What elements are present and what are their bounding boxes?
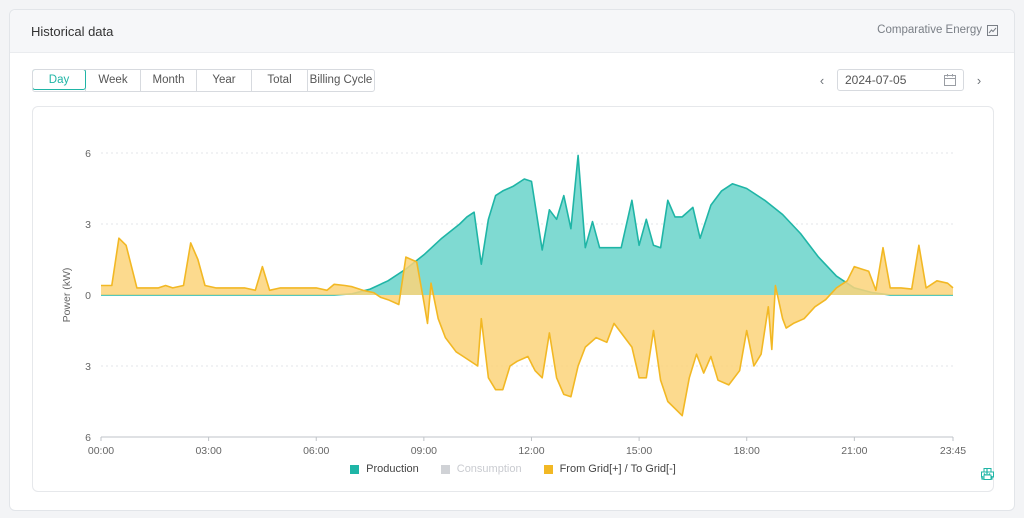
series-area-grid — [101, 238, 953, 416]
panel-title: Historical data — [31, 24, 114, 39]
historical-data-panel: Historical data Comparative Energy Day W… — [9, 9, 1015, 511]
comparative-energy-label: Comparative Energy — [877, 24, 982, 36]
series-line-grid — [101, 237, 954, 417]
period-tabs: Day Week Month Year Total Billing Cycle — [32, 69, 375, 92]
chart-legend: Production Consumption From Grid[+] / To… — [33, 463, 993, 475]
y-tick-label: 3 — [85, 361, 91, 373]
x-tick-label: 06:00 — [303, 445, 329, 457]
tab-total[interactable]: Total — [251, 70, 307, 91]
legend-grid-swatch — [543, 464, 553, 474]
y-axis-label: Power (kW) — [61, 268, 73, 323]
tab-year[interactable]: Year — [196, 70, 251, 91]
power-chart[interactable]: 6 3 0 3 6 Power (kW) 00:00 03:00 06:00 09:00 12:00… — [33, 107, 993, 491]
panel-header: Historical data Comparative Energy — [10, 10, 1014, 53]
x-tick-label: 18:00 — [734, 445, 760, 457]
legend-production[interactable]: Production — [350, 463, 419, 475]
legend-consumption[interactable]: Consumption — [440, 463, 522, 475]
x-tick-label: 03:00 — [195, 445, 221, 457]
series-line-production — [101, 154, 953, 296]
chevron-right-icon[interactable]: › — [976, 72, 982, 88]
date-value: 2024-07-05 — [845, 73, 907, 87]
tab-billing-cycle[interactable]: Billing Cycle — [307, 70, 374, 91]
y-tick-label: 0 — [85, 290, 91, 302]
legend-grid[interactable]: From Grid[+] / To Grid[-] — [543, 463, 676, 475]
chevron-left-icon[interactable]: ‹ — [819, 72, 825, 88]
tab-week[interactable]: Week — [85, 70, 140, 91]
y-tick-label: 6 — [85, 148, 91, 160]
legend-consumption-label: Consumption — [456, 463, 522, 475]
calendar-icon — [944, 74, 956, 86]
x-tick-label: 21:00 — [841, 445, 867, 457]
x-tick-label: 12:00 — [518, 445, 544, 457]
date-picker-input[interactable]: 2024-07-05 — [837, 69, 964, 91]
chart-card: 6 3 0 3 6 Power (kW) 00:00 03:00 06:00 09:00 12:00… — [32, 106, 994, 492]
date-navigator: ‹ 2024-07-05 › — [817, 69, 984, 91]
tab-month[interactable]: Month — [140, 70, 196, 91]
series-area-production — [101, 155, 953, 295]
legend-grid-label: From Grid[+] / To Grid[-] — [559, 463, 676, 475]
legend-consumption-swatch — [440, 464, 450, 474]
x-tick-label: 15:00 — [626, 445, 652, 457]
y-tick-label: 3 — [85, 219, 91, 231]
x-tick-label: 23:45 — [940, 445, 966, 457]
legend-production-swatch — [350, 464, 360, 474]
x-tick-label: 09:00 — [411, 445, 437, 457]
comparative-energy-link[interactable]: Comparative Energy — [877, 24, 998, 36]
x-tick-label: 00:00 — [88, 445, 114, 457]
tab-day[interactable]: Day — [33, 70, 86, 90]
print-icon[interactable] — [981, 468, 994, 480]
legend-production-label: Production — [366, 463, 419, 475]
chart-compare-icon — [987, 24, 998, 36]
y-tick-label: 6 — [85, 432, 91, 444]
